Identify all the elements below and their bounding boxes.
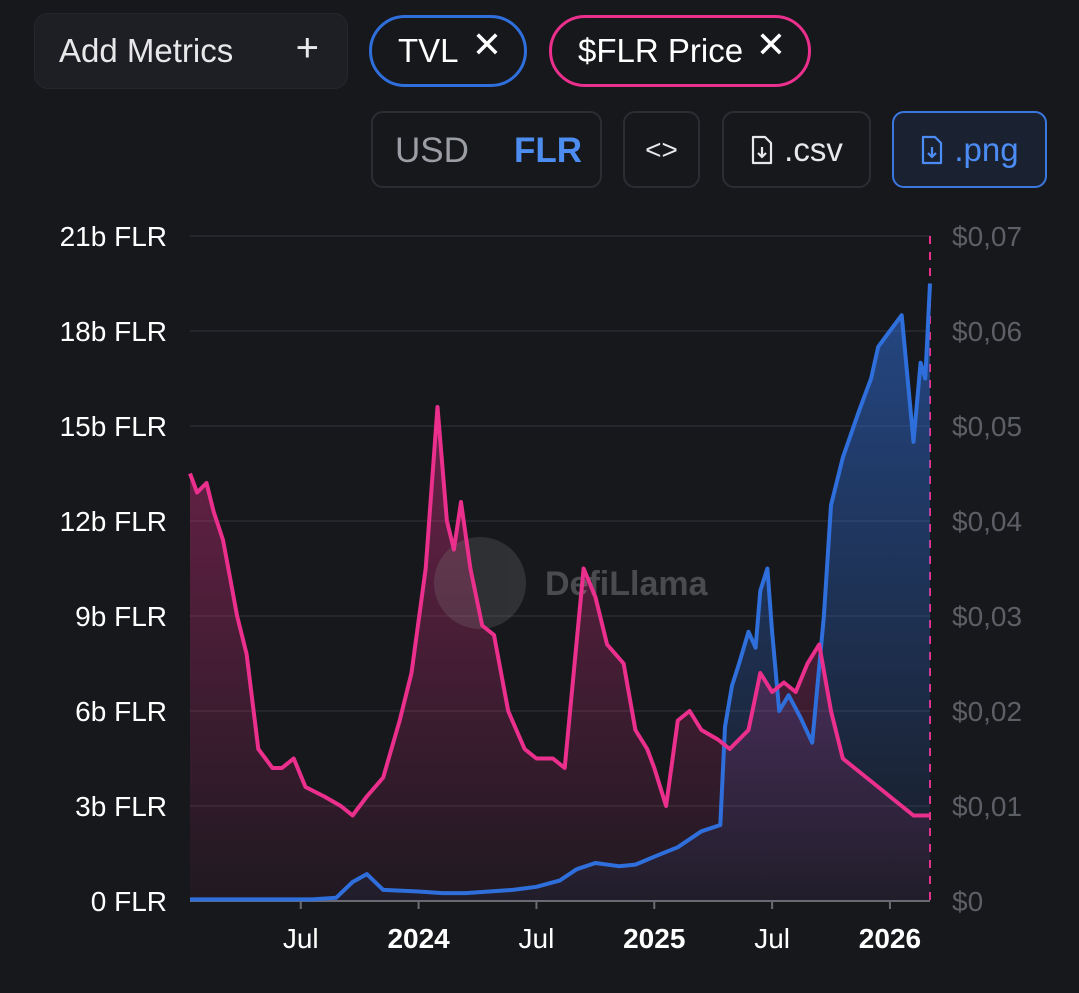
metric-chip-flr-price-label: $FLR Price bbox=[578, 32, 744, 69]
y-right-tick-label: $0,06 bbox=[952, 316, 1022, 347]
download-png-label: .png bbox=[954, 130, 1019, 168]
add-metrics-button[interactable]: Add Metrics + bbox=[34, 13, 348, 89]
y-left-tick-label: 12b FLR bbox=[60, 506, 167, 537]
x-tick-label: Jul bbox=[519, 923, 555, 954]
close-icon[interactable]: ✕ bbox=[471, 24, 502, 65]
download-png-button[interactable]: .png bbox=[892, 111, 1047, 188]
metric-chip-tvl[interactable]: TVL ✕ bbox=[369, 15, 527, 87]
download-csv-label: .csv bbox=[784, 130, 843, 168]
x-tick-label: 2026 bbox=[859, 923, 921, 954]
y-left-tick-label: 9b FLR bbox=[75, 601, 167, 632]
metric-chip-tvl-label: TVL bbox=[398, 32, 459, 69]
y-left-tick-label: 21b FLR bbox=[60, 221, 167, 252]
y-left-tick-label: 3b FLR bbox=[75, 791, 167, 822]
plus-icon: + bbox=[295, 26, 319, 70]
metric-chip-flr-price[interactable]: $FLR Price ✕ bbox=[549, 15, 811, 87]
file-download-icon bbox=[922, 135, 943, 164]
y-right-tick-label: $0,02 bbox=[952, 696, 1022, 727]
file-download-icon bbox=[752, 135, 773, 164]
y-right-tick-label: $0 bbox=[952, 886, 983, 917]
y-left-tick-label: 15b FLR bbox=[60, 411, 167, 442]
series-line-tvl bbox=[190, 283, 932, 902]
currency-option-usd[interactable]: USD bbox=[395, 131, 469, 170]
x-tick-label: 2025 bbox=[623, 923, 685, 954]
y-right-tick-label: $0,04 bbox=[952, 506, 1022, 537]
y-left-tick-label: 0 FLR bbox=[91, 886, 167, 917]
add-metrics-label: Add Metrics bbox=[59, 32, 234, 69]
series-area-flr-price bbox=[190, 407, 930, 901]
code-icon: <> bbox=[645, 133, 678, 165]
y-left-tick-label: 6b FLR bbox=[75, 696, 167, 727]
y-right-tick-label: $0,01 bbox=[952, 791, 1022, 822]
x-tick-label: 2024 bbox=[387, 923, 450, 954]
x-tick-label: Jul bbox=[283, 923, 319, 954]
y-left-tick-label: 18b FLR bbox=[60, 316, 167, 347]
currency-toggle: USD FLR bbox=[371, 111, 602, 188]
series-line-flr-price bbox=[188, 405, 930, 818]
x-tick-label: Jul bbox=[754, 923, 790, 954]
download-csv-button[interactable]: .csv bbox=[722, 111, 871, 188]
embed-button[interactable]: <> bbox=[623, 111, 700, 188]
defillama-logo-icon bbox=[434, 537, 526, 629]
watermark-text: DefiLlama bbox=[545, 565, 709, 603]
currency-option-flr[interactable]: FLR bbox=[514, 131, 583, 170]
close-icon[interactable]: ✕ bbox=[755, 24, 786, 65]
y-right-tick-label: $0,03 bbox=[952, 601, 1022, 632]
y-right-tick-label: $0,07 bbox=[952, 221, 1022, 252]
y-right-tick-label: $0,05 bbox=[952, 411, 1022, 442]
